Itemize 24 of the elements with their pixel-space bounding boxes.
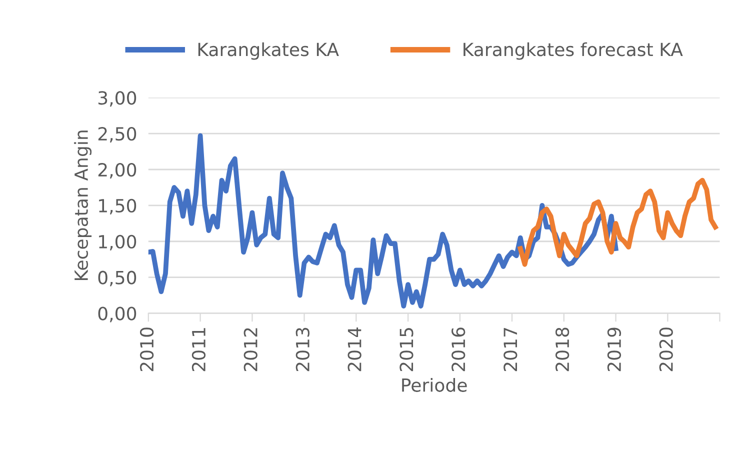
legend-label: Karangkates KA <box>198 42 339 60</box>
y-tick-label: 1,00 <box>99 234 136 250</box>
y-tick-label: 0,50 <box>98 270 136 286</box>
x-tick-label: 2019 <box>607 328 622 372</box>
x-tick-label: 2011 <box>192 328 206 372</box>
x-tick-label: 2014 <box>348 327 362 372</box>
x-tick-label: 2013 <box>296 328 310 372</box>
legend-label: Karangkates forecast KA <box>464 42 683 60</box>
y-tick-label: 2,50 <box>98 127 136 143</box>
x-tick-label: 2015 <box>400 328 414 372</box>
y-tick-label: 2,00 <box>98 162 136 178</box>
x-tick-label: 2012 <box>244 328 258 372</box>
x-axis-title: Periode <box>402 378 467 392</box>
y-tick-label: 3,00 <box>98 91 136 107</box>
x-tick-label: 2010 <box>140 328 154 372</box>
line-series <box>148 133 618 308</box>
x-tick-label: 2020 <box>659 328 673 372</box>
y-axis-title: Kecepatan Angin <box>74 130 92 280</box>
x-tick-label: 2016 <box>452 328 466 372</box>
line-series <box>518 178 718 267</box>
y-tick-label: 1,50 <box>99 198 136 214</box>
y-tick-label: 0,00 <box>98 306 136 322</box>
x-tick-label: 2017 <box>504 328 518 372</box>
x-tick-label: 2018 <box>555 328 570 372</box>
